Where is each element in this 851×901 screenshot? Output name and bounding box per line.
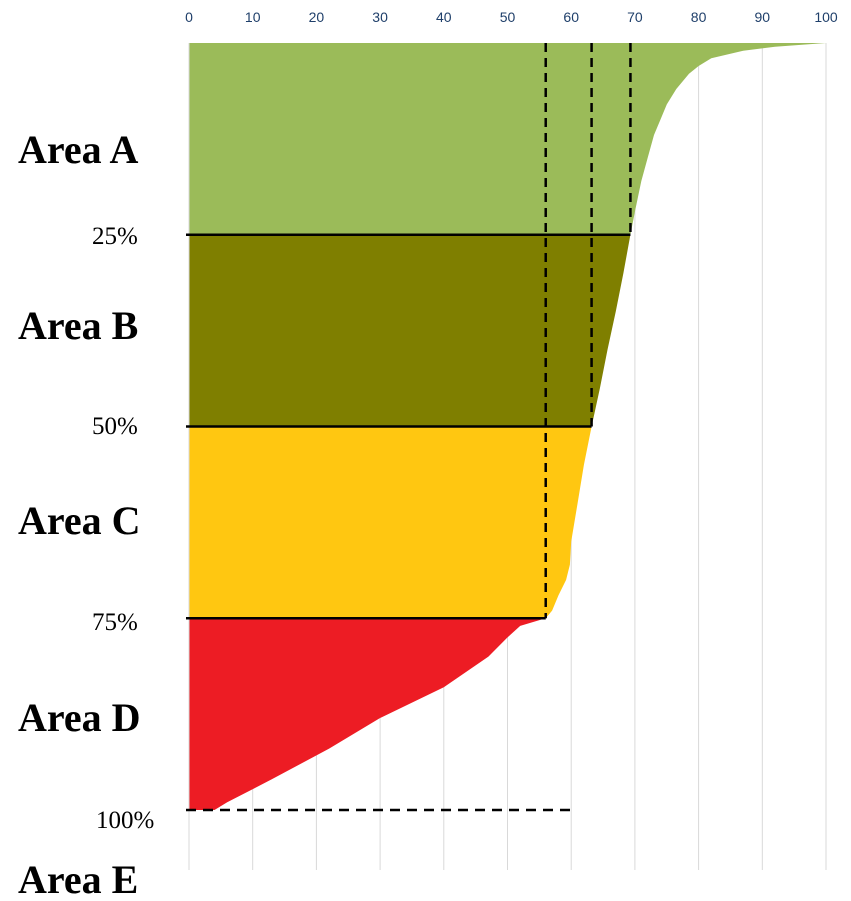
percentile-label-75: 75% [92, 609, 138, 636]
area-label-area-b: Area B [18, 303, 138, 348]
x-tick-label-20: 20 [309, 9, 325, 25]
area-fill-area-c [189, 426, 592, 619]
percentile-label-100: 100% [96, 807, 154, 834]
x-tick-label-0: 0 [185, 9, 193, 25]
area-label-area-c: Area C [18, 498, 141, 543]
x-tick-label-90: 90 [755, 9, 771, 25]
area-label-area-e: Area E [18, 857, 138, 901]
area-fill-area-b [189, 234, 631, 427]
x-tick-label-50: 50 [500, 9, 516, 25]
x-tick-label-80: 80 [691, 9, 707, 25]
area-fill-area-d [189, 618, 546, 810]
x-tick-label-40: 40 [436, 9, 452, 25]
area-fill-area-a [189, 43, 826, 235]
x-tick-label-30: 30 [372, 9, 388, 25]
x-tick-label-10: 10 [245, 9, 261, 25]
x-tick-label-100: 100 [814, 9, 838, 25]
percentile-label-25: 25% [92, 223, 138, 250]
x-tick-label-60: 60 [563, 9, 579, 25]
area-label-area-a: Area A [18, 127, 138, 172]
percentile-label-50: 50% [92, 413, 138, 440]
area-label-area-d: Area D [18, 695, 141, 740]
x-tick-label-70: 70 [627, 9, 643, 25]
